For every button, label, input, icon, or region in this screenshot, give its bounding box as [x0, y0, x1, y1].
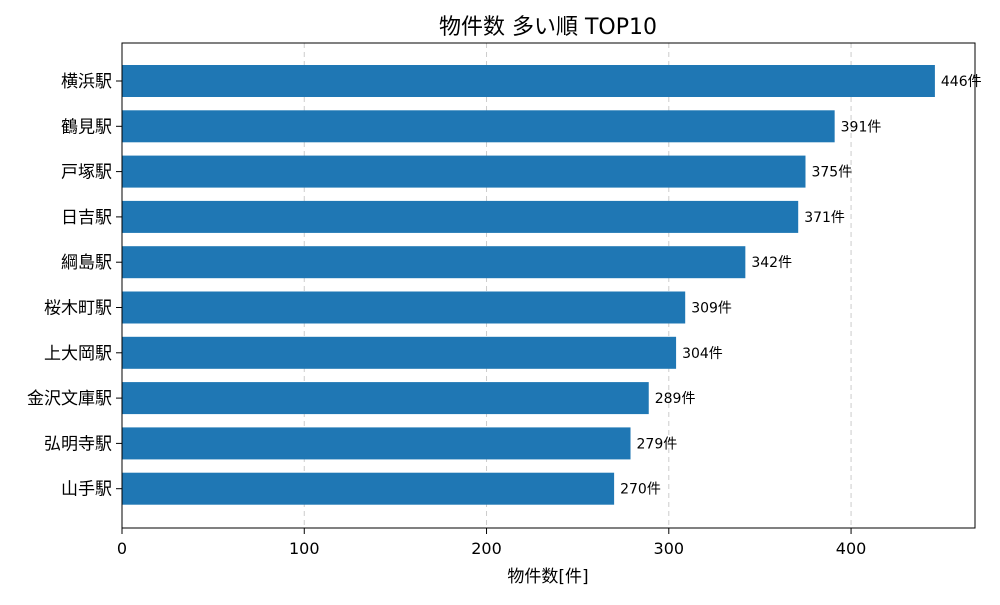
- bar-value-label: 309件: [691, 301, 732, 317]
- bar-value-label: 342件: [751, 255, 792, 271]
- category-label: 金沢文庫駅: [27, 389, 112, 409]
- category-label: 綱島駅: [61, 253, 112, 273]
- value-labels: 446件 391件 375件 371件 342件 309件 304件 289件 279件 270件: [620, 74, 982, 498]
- bar: [122, 155, 806, 188]
- category-label: 山手駅: [61, 480, 112, 500]
- bar: [122, 246, 746, 279]
- bar: [122, 427, 631, 460]
- category-label: 戸塚駅: [61, 163, 112, 183]
- category-label: 鶴見駅: [61, 117, 112, 137]
- bar-value-label: 289件: [655, 391, 696, 407]
- bar-value-label: 375件: [811, 165, 852, 181]
- category-label: 上大岡駅: [44, 344, 112, 364]
- bar: [122, 336, 677, 369]
- x-axis-ticks: 0 100 200 300 400: [117, 528, 866, 558]
- chart-title: 物件数 多い順 TOP10: [439, 15, 657, 40]
- category-label: 日吉駅: [61, 208, 112, 228]
- bar-value-label: 371件: [804, 210, 845, 226]
- bar-value-label: 446件: [941, 74, 982, 90]
- bar-value-label: 270件: [620, 482, 661, 498]
- category-label: 横浜駅: [61, 72, 112, 92]
- plot-frame: [121, 42, 976, 529]
- bar: [122, 472, 615, 505]
- bar: [122, 200, 799, 233]
- x-tick-label: 100: [289, 539, 320, 558]
- category-label: 桜木町駅: [44, 299, 112, 319]
- bar: [122, 382, 649, 415]
- bar-value-label: 279件: [637, 436, 678, 452]
- bar: [122, 110, 835, 143]
- x-axis-label: 物件数[件]: [507, 567, 588, 587]
- x-tick-label: 400: [836, 539, 867, 558]
- x-tick-label: 200: [471, 539, 502, 558]
- bars: [122, 65, 935, 505]
- category-label: 弘明寺駅: [44, 434, 112, 454]
- x-tick-label: 0: [117, 539, 127, 558]
- bar-value-label: 304件: [682, 346, 723, 362]
- bar: [122, 65, 935, 97]
- x-tick-label: 300: [654, 539, 685, 558]
- bar-value-label: 391件: [841, 119, 882, 135]
- bar: [122, 291, 686, 324]
